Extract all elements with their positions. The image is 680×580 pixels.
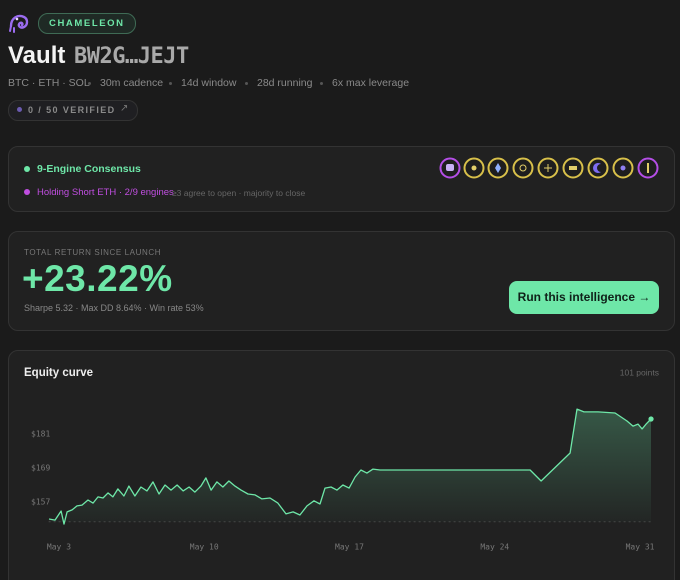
consensus-rule: ≥3 agree to open · majority to close <box>172 188 306 198</box>
engine-icon[interactable] <box>587 157 609 179</box>
status-dot <box>24 166 30 172</box>
x-tick-label: May 24 <box>480 543 509 552</box>
equity-area <box>49 409 651 525</box>
engine-icons <box>439 157 659 179</box>
chart-subtitle: 101 points <box>620 367 659 377</box>
x-tick-label: May 3 <box>47 543 71 552</box>
status-dot <box>24 189 30 195</box>
logo <box>9 14 29 33</box>
chart-title: Equity curve <box>24 367 93 379</box>
vault-id: BW2G…JEJT <box>74 44 189 69</box>
x-tick-label: May 31 <box>626 543 655 552</box>
meta-item: 6x max leverage <box>332 77 410 89</box>
vault-title: Vault <box>8 42 66 69</box>
x-tick-label: May 10 <box>190 543 219 552</box>
y-tick-label: $169 <box>31 463 50 472</box>
return-stats: Sharpe 5.32 · Max DD 8.64% · Win rate 53… <box>24 303 204 313</box>
meta-item: 30m cadence <box>100 77 164 89</box>
end-point <box>648 416 654 422</box>
consensus-status: Holding Short ETH · 2/9 engines <box>37 187 174 198</box>
y-tick-label: $157 <box>31 497 50 506</box>
return-label: TOTAL RETURN SINCE LAUNCH <box>24 248 162 257</box>
meta-item: BTC · ETH · SOL <box>8 77 90 89</box>
engine-icon[interactable] <box>512 157 534 179</box>
brand-badge[interactable]: CHAMELEON <box>38 13 136 34</box>
x-tick-label: May 17 <box>335 543 364 552</box>
verified-text: 0 / 50 VERIFIED <box>28 105 116 115</box>
verified-pill[interactable] <box>8 100 138 121</box>
separator <box>169 82 172 85</box>
equity-line <box>48 408 652 525</box>
meta-item: 14d window <box>181 77 237 89</box>
separator <box>320 82 323 85</box>
pill-dot <box>17 107 22 112</box>
run-button[interactable]: Run this intelligence → <box>509 281 659 314</box>
consensus-card <box>8 146 675 212</box>
y-tick-label: $181 <box>31 429 50 438</box>
separator <box>245 82 248 85</box>
meta-item: 28d running <box>257 77 313 89</box>
total-return: +23.22% <box>22 258 173 299</box>
external-icon: ↗ <box>120 103 129 114</box>
separator <box>88 82 91 85</box>
consensus-title: 9-Engine Consensus <box>37 163 141 175</box>
